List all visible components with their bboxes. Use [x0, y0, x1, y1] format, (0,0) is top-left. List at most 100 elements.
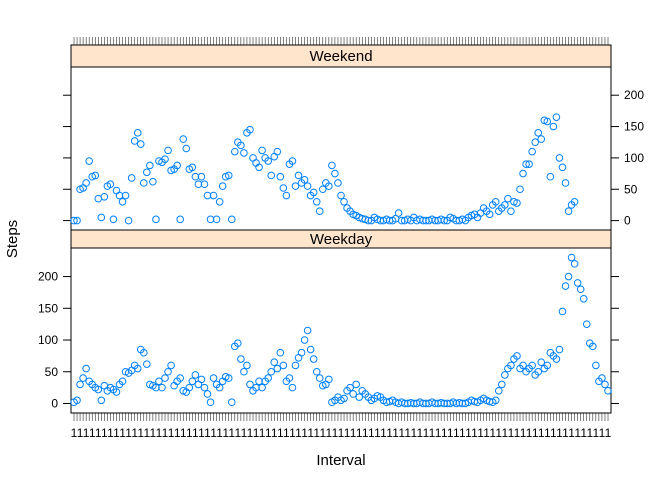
data-point	[167, 361, 175, 370]
x-tick-label: 1	[465, 426, 472, 440]
y-tick-label: 0	[51, 396, 58, 410]
x-tick-label: 1	[532, 426, 539, 440]
x-tick-label: 1	[501, 426, 508, 440]
data-point	[537, 358, 546, 367]
data-point	[491, 197, 500, 206]
data-point	[149, 177, 157, 186]
x-axis-tick-marks	[73, 37, 609, 421]
data-point	[82, 364, 90, 373]
data-point	[576, 285, 585, 294]
x-tick-label: 1	[410, 426, 417, 440]
data-point	[340, 197, 348, 206]
x-tick-label: 1	[435, 426, 442, 440]
data-point	[143, 168, 151, 177]
data-point	[552, 355, 561, 363]
data-point	[176, 374, 184, 382]
data-point	[130, 137, 139, 145]
data-point	[440, 216, 448, 225]
x-tick-label: 1	[520, 426, 527, 440]
x-tick-label: 1	[447, 426, 454, 440]
x-tick-label: 1	[574, 426, 581, 440]
data-point	[291, 361, 300, 370]
data-point	[185, 383, 194, 392]
data-point	[349, 390, 357, 398]
x-tick-label: 1	[307, 426, 314, 440]
y-tick-label: 200	[624, 88, 644, 102]
x-tick-label: 1	[495, 426, 502, 440]
x-tick-label: 1	[283, 426, 290, 440]
data-point	[516, 185, 524, 194]
x-tick-label: 1	[192, 426, 199, 440]
x-tick-label: 1	[526, 426, 533, 440]
data-point	[604, 386, 612, 395]
x-tick-label: 1	[386, 426, 393, 440]
data-point	[267, 367, 276, 376]
data-point	[203, 390, 212, 398]
x-tick-label: 1	[247, 426, 254, 440]
data-point	[528, 361, 536, 370]
data-point	[276, 172, 285, 181]
data-point	[152, 383, 160, 392]
data-point	[258, 146, 266, 155]
data-point	[285, 374, 294, 382]
data-point	[558, 163, 567, 172]
data-point	[403, 399, 412, 408]
data-point	[191, 172, 200, 181]
data-point	[127, 174, 136, 182]
data-point	[352, 380, 360, 389]
x-tick-label: 1	[556, 426, 563, 440]
data-point	[312, 197, 321, 206]
data-point	[121, 191, 130, 200]
data-point	[246, 125, 254, 134]
data-point	[440, 399, 448, 408]
x-tick-label: 1	[374, 426, 381, 440]
data-point	[276, 348, 285, 357]
data-point	[598, 374, 606, 382]
data-point	[501, 371, 509, 379]
data-point	[112, 388, 121, 396]
data-point	[306, 345, 315, 354]
data-point	[592, 361, 600, 370]
x-tick-label: 1	[253, 426, 260, 440]
x-tick-label: 1	[137, 426, 144, 440]
data-point	[234, 339, 242, 347]
data-point	[294, 171, 303, 180]
data-point	[300, 176, 309, 184]
x-tick-label: 1	[356, 426, 363, 440]
x-tick-label: 1	[204, 426, 211, 440]
x-tick-label: 1	[77, 426, 84, 440]
data-point	[215, 383, 224, 392]
data-point	[212, 215, 221, 224]
x-tick-label: 1	[295, 426, 302, 440]
data-point	[291, 182, 300, 190]
data-point	[328, 161, 336, 170]
strip-label: Weekday	[310, 231, 373, 248]
data-point	[224, 374, 233, 382]
y-tick-label: 200	[38, 270, 58, 284]
data-point	[118, 377, 127, 386]
x-tick-label: 1	[423, 426, 430, 440]
data-point	[224, 171, 233, 180]
y-tick-label: 100	[38, 333, 58, 347]
data-point	[200, 180, 209, 189]
data-point	[270, 358, 279, 367]
data-point	[303, 326, 312, 335]
data-point	[534, 129, 543, 137]
data-point	[237, 355, 245, 363]
x-tick-label: 1	[417, 426, 424, 440]
y-tick-label: 150	[624, 120, 644, 134]
x-tick-label: 1	[332, 426, 339, 440]
x-tick-label: 1	[234, 426, 241, 440]
x-tick-label: 1	[586, 426, 593, 440]
x-tick-label: 1	[593, 426, 600, 440]
data-point	[173, 161, 181, 170]
data-point	[215, 197, 224, 206]
plot-frame	[70, 247, 612, 414]
x-tick-label: 1	[271, 426, 278, 440]
data-point	[152, 215, 160, 224]
data-point	[164, 367, 172, 376]
y-axis-label: Steps	[4, 220, 21, 258]
x-tick-label: 1	[477, 426, 484, 440]
data-point	[197, 172, 206, 181]
data-point	[76, 380, 84, 389]
